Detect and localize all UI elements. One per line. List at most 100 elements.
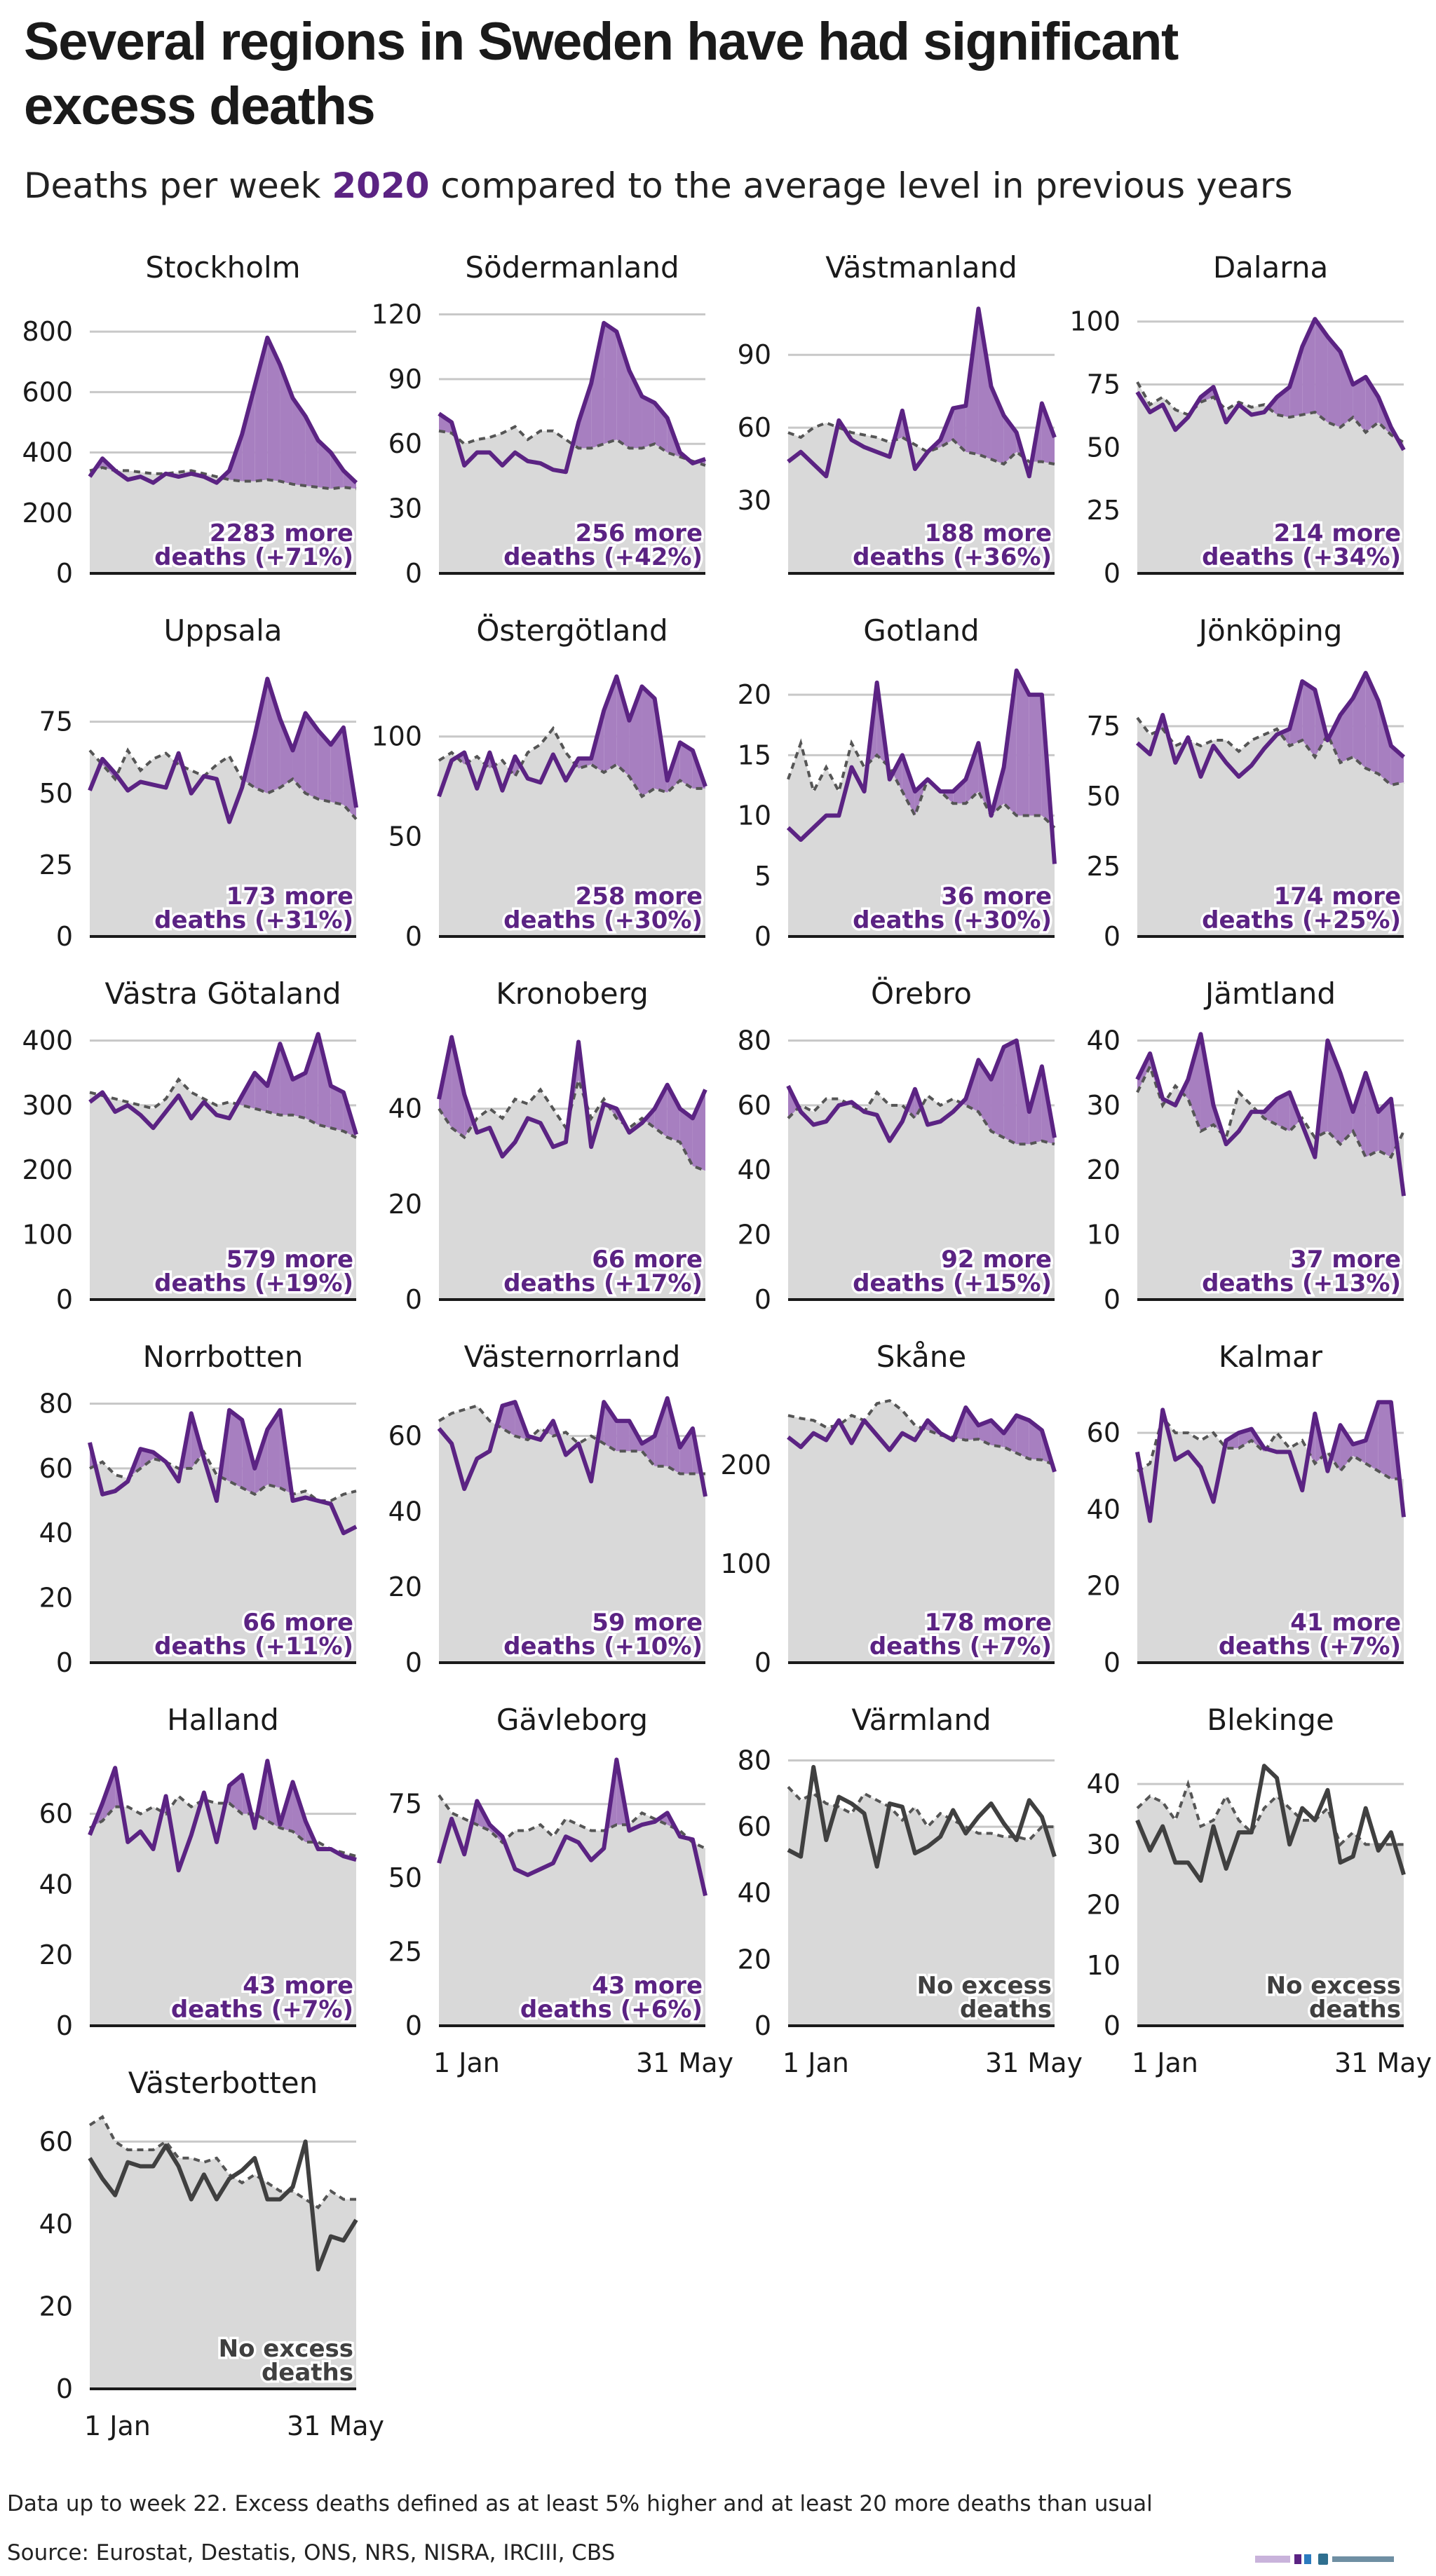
y-tick-label: 50	[1087, 781, 1120, 812]
source-note: Source: Eurostat, Destatis, ONS, NRS, NI…	[7, 2540, 616, 2565]
excess-area	[305, 713, 318, 799]
excess-label-line2: deaths	[1309, 1996, 1401, 2024]
y-tick-label: 100	[22, 1220, 73, 1250]
panel-title: Stockholm	[145, 250, 300, 285]
excess-area	[1016, 670, 1029, 816]
excess-label-line1: 579 more	[226, 1246, 353, 1274]
baseline-line	[438, 725, 705, 799]
excess-label-line2: deaths	[262, 2359, 353, 2387]
panel-title: Dalarna	[1213, 250, 1328, 285]
y-tick-label: 20	[39, 1583, 73, 1614]
y-tick-label: 40	[1087, 1025, 1120, 1056]
y-tick-label: 40	[39, 1518, 73, 1548]
baseline-area	[788, 1787, 1055, 2026]
panel-title: Västernorrland	[464, 1340, 681, 1374]
excess-area	[242, 386, 255, 482]
panel-title: Skåne	[876, 1340, 966, 1374]
excess-area	[1378, 1402, 1391, 1479]
baseline-area	[788, 1401, 1055, 1663]
y-tick-label: 40	[1087, 1494, 1120, 1525]
y-tick-label: 75	[39, 707, 73, 737]
excess-label-line2: deaths	[960, 1996, 1052, 2024]
excess-label-line2: deaths (+31%)	[154, 906, 353, 934]
baseline-line	[438, 1075, 706, 1173]
region-panel: Västra Götaland 0 100 200 300 400 579 moredeat…	[22, 976, 358, 1315]
excess-area	[679, 742, 693, 789]
y-tick-label: 20	[738, 1220, 771, 1250]
deaths-2020-line	[88, 1759, 357, 1873]
y-tick-label: 75	[1087, 369, 1120, 400]
baseline-line	[787, 738, 1056, 829]
y-tick-label: 0	[1104, 2010, 1120, 2041]
panel-title: Södermanland	[465, 250, 679, 285]
excess-label-line1: 188 more	[925, 519, 1052, 547]
x-tick-label: 31 May	[636, 2047, 733, 2078]
panel-title: Jämtland	[1203, 976, 1336, 1011]
excess-area	[452, 1037, 465, 1138]
y-tick-label: 60	[39, 2126, 73, 2157]
panel-title: Västerbotten	[128, 2066, 318, 2100]
y-tick-label: 0	[405, 558, 422, 589]
baseline-line	[787, 1090, 1055, 1146]
excess-area	[1277, 1092, 1290, 1131]
y-tick-label: 50	[1087, 432, 1120, 463]
excess-label-line1: 36 more	[941, 882, 1052, 911]
excess-area	[318, 1034, 331, 1129]
excess-label-line1: 173 more	[226, 882, 353, 911]
subtitle-suffix: compared to the average level in previou…	[429, 165, 1293, 206]
y-tick-label: 40	[39, 2209, 73, 2240]
excess-area	[267, 1410, 280, 1488]
y-tick-label: 80	[738, 1025, 771, 1056]
y-tick-label: 60	[39, 1453, 73, 1484]
excess-area	[1327, 336, 1341, 428]
deaths-2020-line	[787, 306, 1057, 479]
baseline-area	[90, 1079, 356, 1300]
y-tick-label: 60	[388, 428, 422, 459]
deaths-2020-line	[786, 668, 1057, 864]
excess-area	[978, 1420, 991, 1445]
excess-label-line2: deaths (+34%)	[1202, 543, 1401, 571]
excess-area	[953, 779, 966, 804]
y-tick-label: 0	[56, 558, 73, 589]
baseline-line	[787, 1785, 1055, 1842]
y-tick-label: 75	[388, 1789, 422, 1820]
excess-area	[991, 1420, 1004, 1447]
y-tick-label: 0	[405, 921, 422, 952]
baseline-line	[438, 1404, 705, 1476]
deaths-2020-line	[1135, 1764, 1406, 1883]
excess-area	[642, 686, 655, 797]
baseline-line	[787, 421, 1055, 466]
y-tick-label: 10	[1087, 1950, 1120, 1981]
deaths-2020-line	[437, 1396, 707, 1497]
panel-title: Norrbotten	[143, 1340, 304, 1374]
y-tick-label: 200	[22, 1154, 73, 1185]
baseline-line	[88, 747, 358, 820]
excess-label-line2: deaths (+30%)	[853, 906, 1052, 934]
excess-label-line2: deaths (+10%)	[503, 1633, 703, 1661]
deaths-2020-line	[437, 1757, 707, 1897]
excess-area	[1365, 1072, 1379, 1157]
deaths-2020-line	[437, 674, 707, 798]
excess-label-line1: 178 more	[925, 1609, 1052, 1637]
excess-area	[292, 713, 306, 793]
deaths-2020-line	[787, 1764, 1057, 1869]
baseline-line	[438, 1794, 706, 1850]
excess-label-line2: deaths (+30%)	[503, 906, 703, 934]
y-tick-label: 5	[754, 861, 771, 892]
baseline-line	[89, 1077, 357, 1139]
excess-area	[1378, 1098, 1391, 1157]
excess-label-line1: 43 more	[243, 1972, 353, 2000]
deaths-2020-line	[1135, 317, 1406, 451]
newsworthy-logo	[1318, 2554, 1394, 2565]
excess-area	[654, 1398, 668, 1466]
y-tick-label: 10	[1087, 1220, 1120, 1250]
deaths-2020-line	[88, 1032, 358, 1136]
excess-area	[439, 414, 452, 433]
excess-label-line1: 41 more	[1290, 1609, 1401, 1637]
